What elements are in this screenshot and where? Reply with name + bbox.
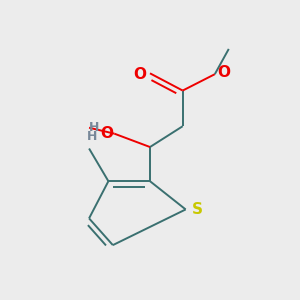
Text: S: S (192, 202, 203, 217)
Text: H: H (88, 121, 99, 134)
Text: H: H (87, 130, 97, 142)
Text: O: O (100, 126, 113, 141)
Text: O: O (134, 67, 146, 82)
Text: O: O (217, 65, 230, 80)
